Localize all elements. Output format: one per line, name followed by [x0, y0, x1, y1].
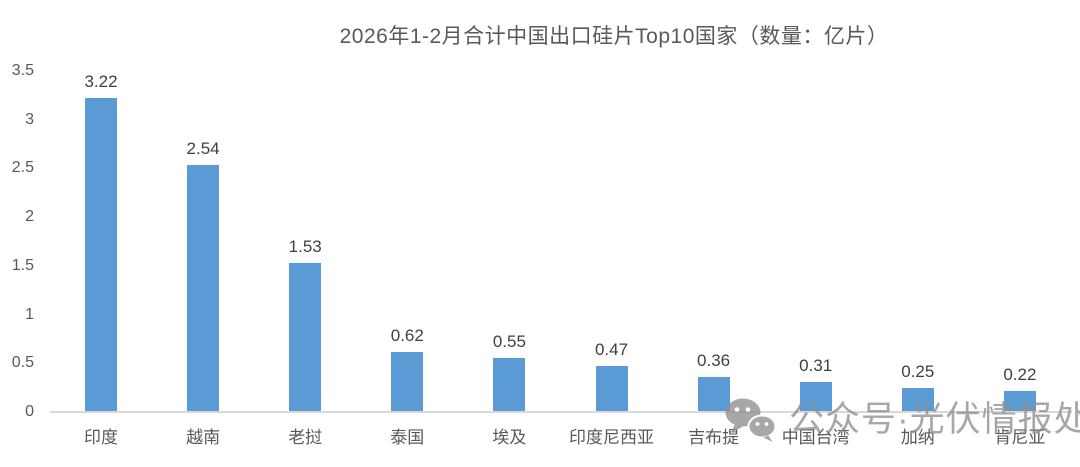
y-tick-label: 1.5 — [11, 256, 34, 274]
bar — [697, 376, 730, 412]
bar-value-label: 2.54 — [186, 138, 220, 158]
y-tick-label: 0 — [25, 403, 34, 420]
bar-value-label: 0.36 — [697, 350, 731, 370]
bar-value-label: 0.25 — [901, 361, 935, 381]
bar-value-label: 0.47 — [594, 340, 629, 360]
bar-value-label: 0.55 — [492, 332, 526, 352]
bar — [187, 164, 220, 412]
x-tick-label: 吉布提 — [688, 428, 740, 447]
x-tick-label: 埃及 — [492, 428, 527, 447]
y-tick-label: 2.5 — [11, 159, 34, 177]
x-tick-label: 中国台湾 — [781, 428, 850, 447]
x-tick-label: 泰国 — [390, 428, 425, 447]
y-tick-label: 3.5 — [11, 62, 34, 79]
bar — [1003, 390, 1036, 412]
x-tick-label: 老挝 — [288, 428, 323, 447]
bar-value-label: 0.31 — [799, 355, 833, 375]
bar — [595, 366, 628, 412]
bar — [493, 358, 526, 412]
bar — [799, 381, 832, 412]
y-tick-label: 1 — [25, 305, 34, 323]
y-tick-label: 2 — [25, 208, 34, 226]
x-tick-label: 越南 — [186, 428, 221, 447]
y-tick-label: 3 — [25, 110, 34, 128]
y-tick-label: 0.5 — [11, 354, 34, 372]
x-tick-label: 肯尼亚 — [994, 428, 1046, 447]
bar — [289, 262, 322, 412]
chart-title: 2026年1-2月合计中国出口硅片Top10国家（数量：亿片） — [339, 25, 889, 48]
bar-value-label: 3.22 — [84, 72, 118, 92]
bar — [901, 387, 934, 412]
bar-value-label: 1.53 — [288, 236, 322, 256]
bar — [391, 351, 424, 412]
x-tick-label: 印度 — [84, 428, 118, 447]
bar-value-label: 0.62 — [390, 325, 424, 345]
x-tick-label: 加纳 — [900, 428, 935, 447]
bar-value-label: 0.22 — [1003, 364, 1037, 384]
x-tick-label: 印度尼西亚 — [569, 428, 654, 447]
x-axis-line — [50, 411, 1072, 413]
bar — [85, 98, 117, 412]
